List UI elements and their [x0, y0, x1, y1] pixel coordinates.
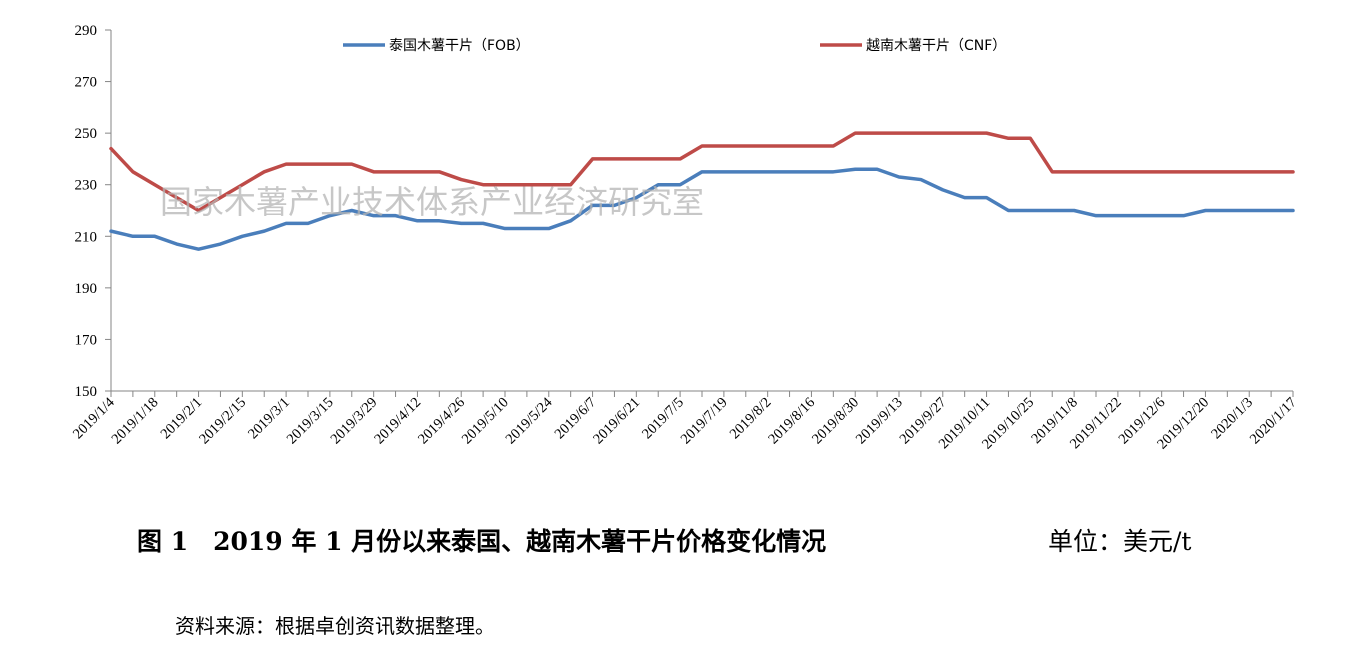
x-tick-label: 2019/2/15 — [196, 395, 249, 448]
series-line-vietnam-cnf — [109, 131, 1295, 213]
y-tick-label: 230 — [75, 178, 98, 194]
x-tick-label: 2019/9/13 — [853, 395, 906, 448]
x-tick-label: 2019/6/21 — [590, 395, 643, 448]
y-tick-label: 210 — [75, 229, 98, 245]
caption-unit: 单位：美元/t — [1048, 527, 1192, 556]
x-tick-label: 2020/1/17 — [1247, 395, 1300, 448]
y-tick-label: 270 — [75, 75, 98, 91]
figure-caption: 图 1 2019 年 1 月份以来泰国、越南木薯干片价格变化情况 单位：美元/t — [0, 522, 1354, 562]
y-tick-label: 190 — [75, 281, 98, 297]
y-tick-label: 290 — [75, 23, 98, 39]
legend-label: 泰国木薯干片（FOB） — [389, 38, 530, 54]
legend-label: 越南木薯干片（CNF） — [866, 38, 1006, 54]
x-tick-label: 2019/4/12 — [371, 395, 424, 448]
caption-title: 图 1 2019 年 1 月份以来泰国、越南木薯干片价格变化情况 — [137, 527, 827, 556]
x-axis: 2019/1/42019/1/182019/2/12019/2/152019/3… — [70, 390, 1300, 453]
x-tick-label: 2019/8/30 — [809, 395, 862, 448]
x-tick-label: 2019/1/18 — [109, 395, 162, 448]
data-source-note: 资料来源：根据卓创资讯数据整理。 — [175, 614, 495, 638]
x-tick-label: 2019/8/16 — [765, 395, 818, 448]
y-tick-label: 150 — [75, 384, 98, 400]
x-tick-label: 2019/5/24 — [503, 394, 556, 447]
legend: 泰国木薯干片（FOB） 越南木薯干片（CNF） — [343, 38, 1006, 54]
y-tick-label: 250 — [75, 126, 98, 142]
x-tick-label: 2019/5/10 — [459, 395, 512, 448]
watermark-text: 国家木薯产业技术体系产业经济研究室 — [160, 183, 704, 221]
y-axis: 150 170 190 210 230 250 270 290 — [75, 23, 112, 400]
x-tick-label: 2019/7/19 — [678, 395, 731, 448]
x-tick-label: 2019/3/29 — [328, 395, 381, 448]
x-tick-label: 2019/4/26 — [415, 395, 468, 448]
series-layer — [109, 131, 1295, 251]
price-line-chart: 150 170 190 210 230 250 270 290 2019/1/42019/1/… — [70, 23, 1300, 453]
y-tick-label: 170 — [75, 332, 98, 348]
x-tick-label: 2019/3/15 — [284, 395, 337, 448]
series-line-thailand-fob — [109, 167, 1295, 251]
